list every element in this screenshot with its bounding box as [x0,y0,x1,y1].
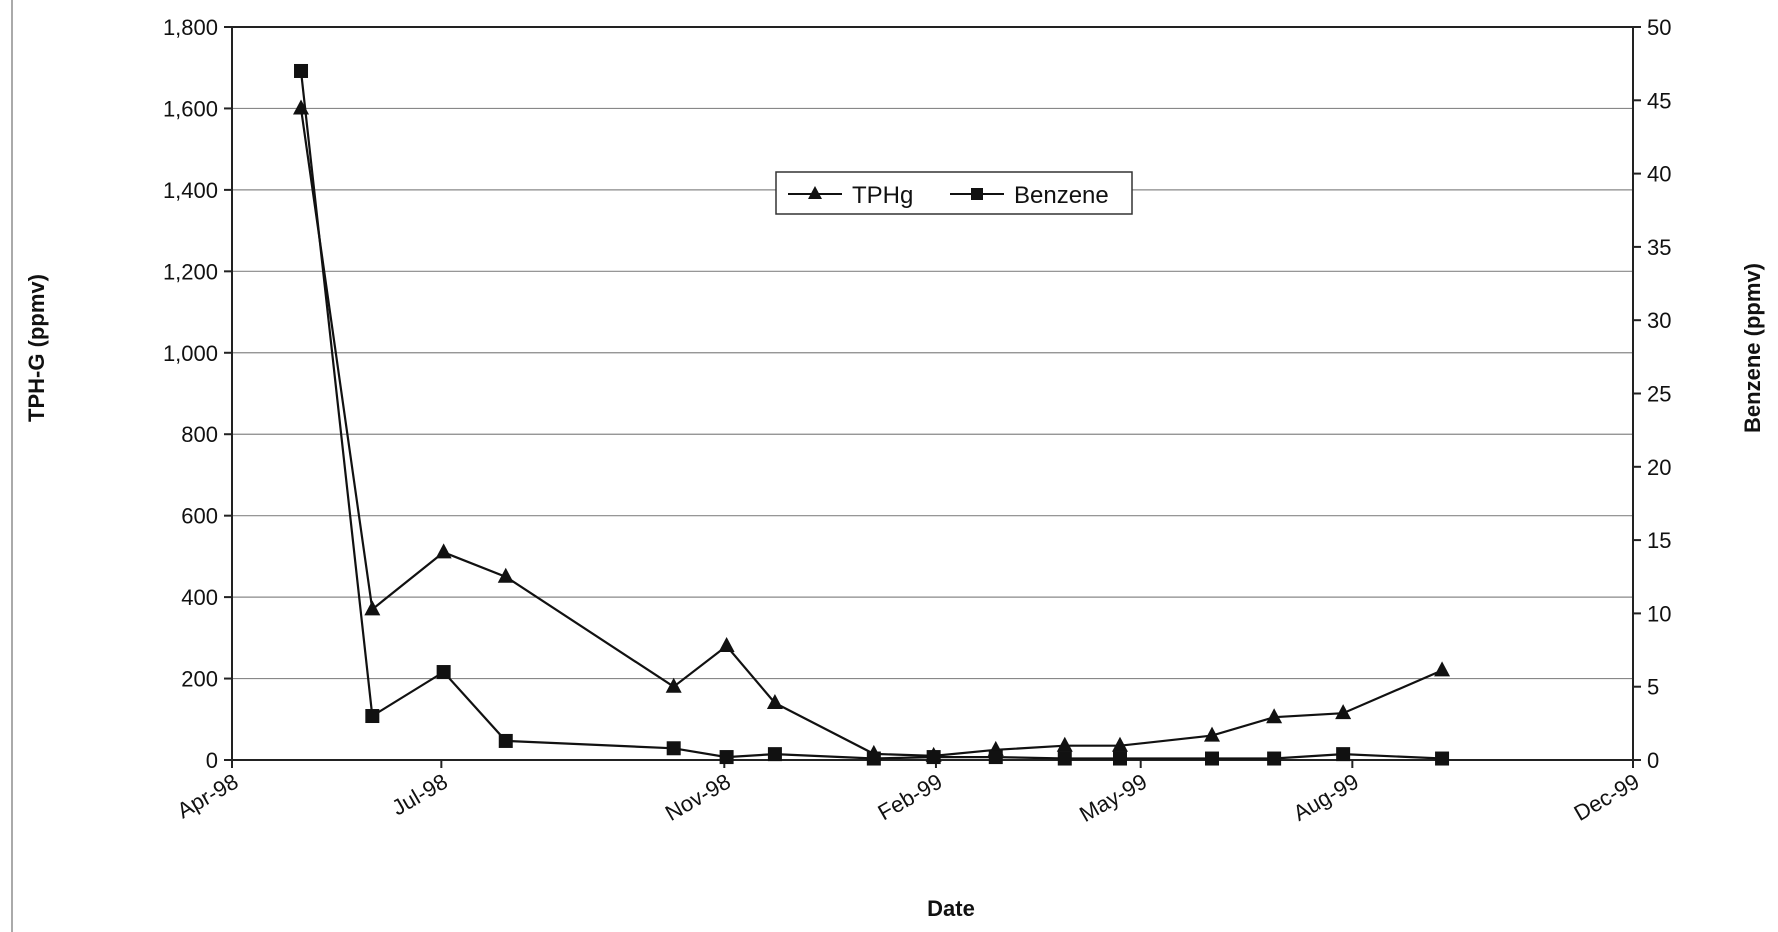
y-left-tick-label: 200 [181,667,218,692]
data-point-tphg [1111,736,1128,752]
gridlines [232,107,1633,680]
y-left-tick-label: 1,200 [163,259,218,284]
data-point-benzene [1435,751,1450,766]
y-left-tick-label: 1,000 [163,341,218,366]
legend-tphg-label: TPHg [852,182,913,209]
series-line-tphg [299,108,1443,758]
data-point-benzene [719,750,734,765]
y-right-tick-label: 30 [1647,308,1671,333]
data-point-benzene [294,63,309,78]
data-point-tphg [1434,661,1451,677]
data-point-tphg [1266,708,1283,724]
data-point-benzene [1057,751,1072,766]
data-point-benzene [436,665,451,680]
y-axis-left-title: TPH-G (ppmv) [24,274,49,422]
y-right-tick-label: 25 [1647,382,1671,407]
x-axis-title: Date [927,896,975,921]
y-right-tick-label: 5 [1647,675,1659,700]
y-axis-right-title: Benzene (ppmv) [1740,263,1765,433]
y-left-tick-label: 1,600 [163,96,218,121]
data-point-tphg [766,693,783,709]
series-line-benzene [299,70,1443,760]
data-point-tphg [718,636,735,652]
data-point-tphg [665,677,682,693]
legend-tphg-marker [808,186,822,199]
y-left-tick-label: 400 [181,585,218,610]
data-point-benzene [767,747,782,762]
data-point-tphg [364,600,381,616]
data-point-tphg [497,567,514,583]
y-right-tick-label: 15 [1647,528,1671,553]
data-point-benzene [365,709,380,724]
y-right-tick-label: 10 [1647,601,1671,626]
y-left-tick-label: 800 [181,422,218,447]
data-point-benzene [1205,751,1220,766]
data-point-benzene [866,751,881,766]
y-right-tick-label: 20 [1647,455,1671,480]
data-point-tphg [1056,736,1073,752]
y-left-tick-label: 0 [206,748,218,773]
y-right-tick-label: 0 [1647,748,1659,773]
data-point-benzene [1267,751,1282,766]
y-right-tick-label: 50 [1647,15,1671,40]
legend-benzene-label: Benzene [1014,182,1109,209]
data-point-tphg [1335,704,1352,720]
legend-benzene-marker [971,188,983,200]
data-point-benzene [926,750,941,765]
y-right-tick-label: 35 [1647,235,1671,260]
data-point-benzene [988,750,1003,765]
y-left-tick-label: 600 [181,504,218,529]
data-point-benzene [1336,747,1351,762]
data-point-benzene [1112,751,1127,766]
data-point-benzene [666,741,681,756]
y-right-tick-label: 45 [1647,88,1671,113]
data-point-tphg [435,543,452,559]
y-left-tick-label: 1,400 [163,178,218,203]
series-layer [293,63,1451,766]
legend: TPHg Benzene [775,171,1133,215]
data-point-benzene [498,733,513,748]
data-point-tphg [1204,726,1221,742]
y-right-tick-label: 40 [1647,162,1671,187]
y-left-tick-label: 1,800 [163,15,218,40]
